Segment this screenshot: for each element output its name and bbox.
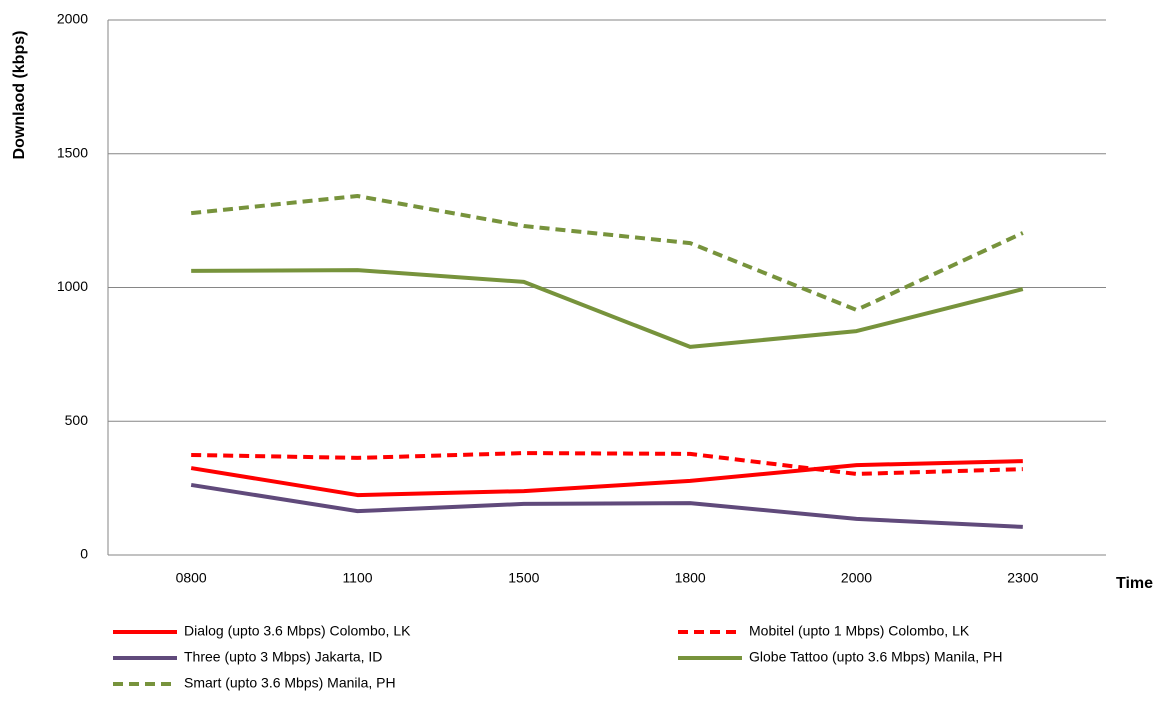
y-tick-label: 500 — [65, 412, 89, 428]
x-tick-label: 1500 — [508, 570, 539, 586]
x-tick-label: 2300 — [1007, 570, 1038, 586]
x-tick-label: 1800 — [675, 570, 706, 586]
x-tick-label: 0800 — [176, 570, 207, 586]
y-axis-label: Downlaod (kbps) — [11, 31, 28, 160]
x-axis-label: Time — [1116, 575, 1153, 592]
y-tick-label: 2000 — [57, 11, 88, 27]
series-line — [191, 451, 1023, 476]
legend-label: Smart (upto 3.6 Mbps) Manila, PH — [184, 675, 396, 691]
series-line — [191, 268, 1024, 349]
y-tick-label: 1000 — [57, 278, 88, 294]
legend-label: Three (upto 3 Mbps) Jakarta, ID — [184, 649, 382, 665]
x-tick-label: 2000 — [841, 570, 872, 586]
legend-label: Mobitel (upto 1 Mbps) Colombo, LK — [749, 623, 970, 639]
y-tick-label: 1500 — [57, 144, 88, 160]
y-tick-label: 0 — [80, 546, 88, 562]
series-line — [190, 194, 1024, 312]
series-line — [190, 459, 1023, 498]
x-tick-label: 1100 — [342, 570, 372, 586]
series-line — [190, 482, 1023, 529]
legend-label: Globe Tattoo (upto 3.6 Mbps) Manila, PH — [749, 649, 1002, 665]
legend-label: Dialog (upto 3.6 Mbps) Colombo, LK — [184, 623, 411, 639]
